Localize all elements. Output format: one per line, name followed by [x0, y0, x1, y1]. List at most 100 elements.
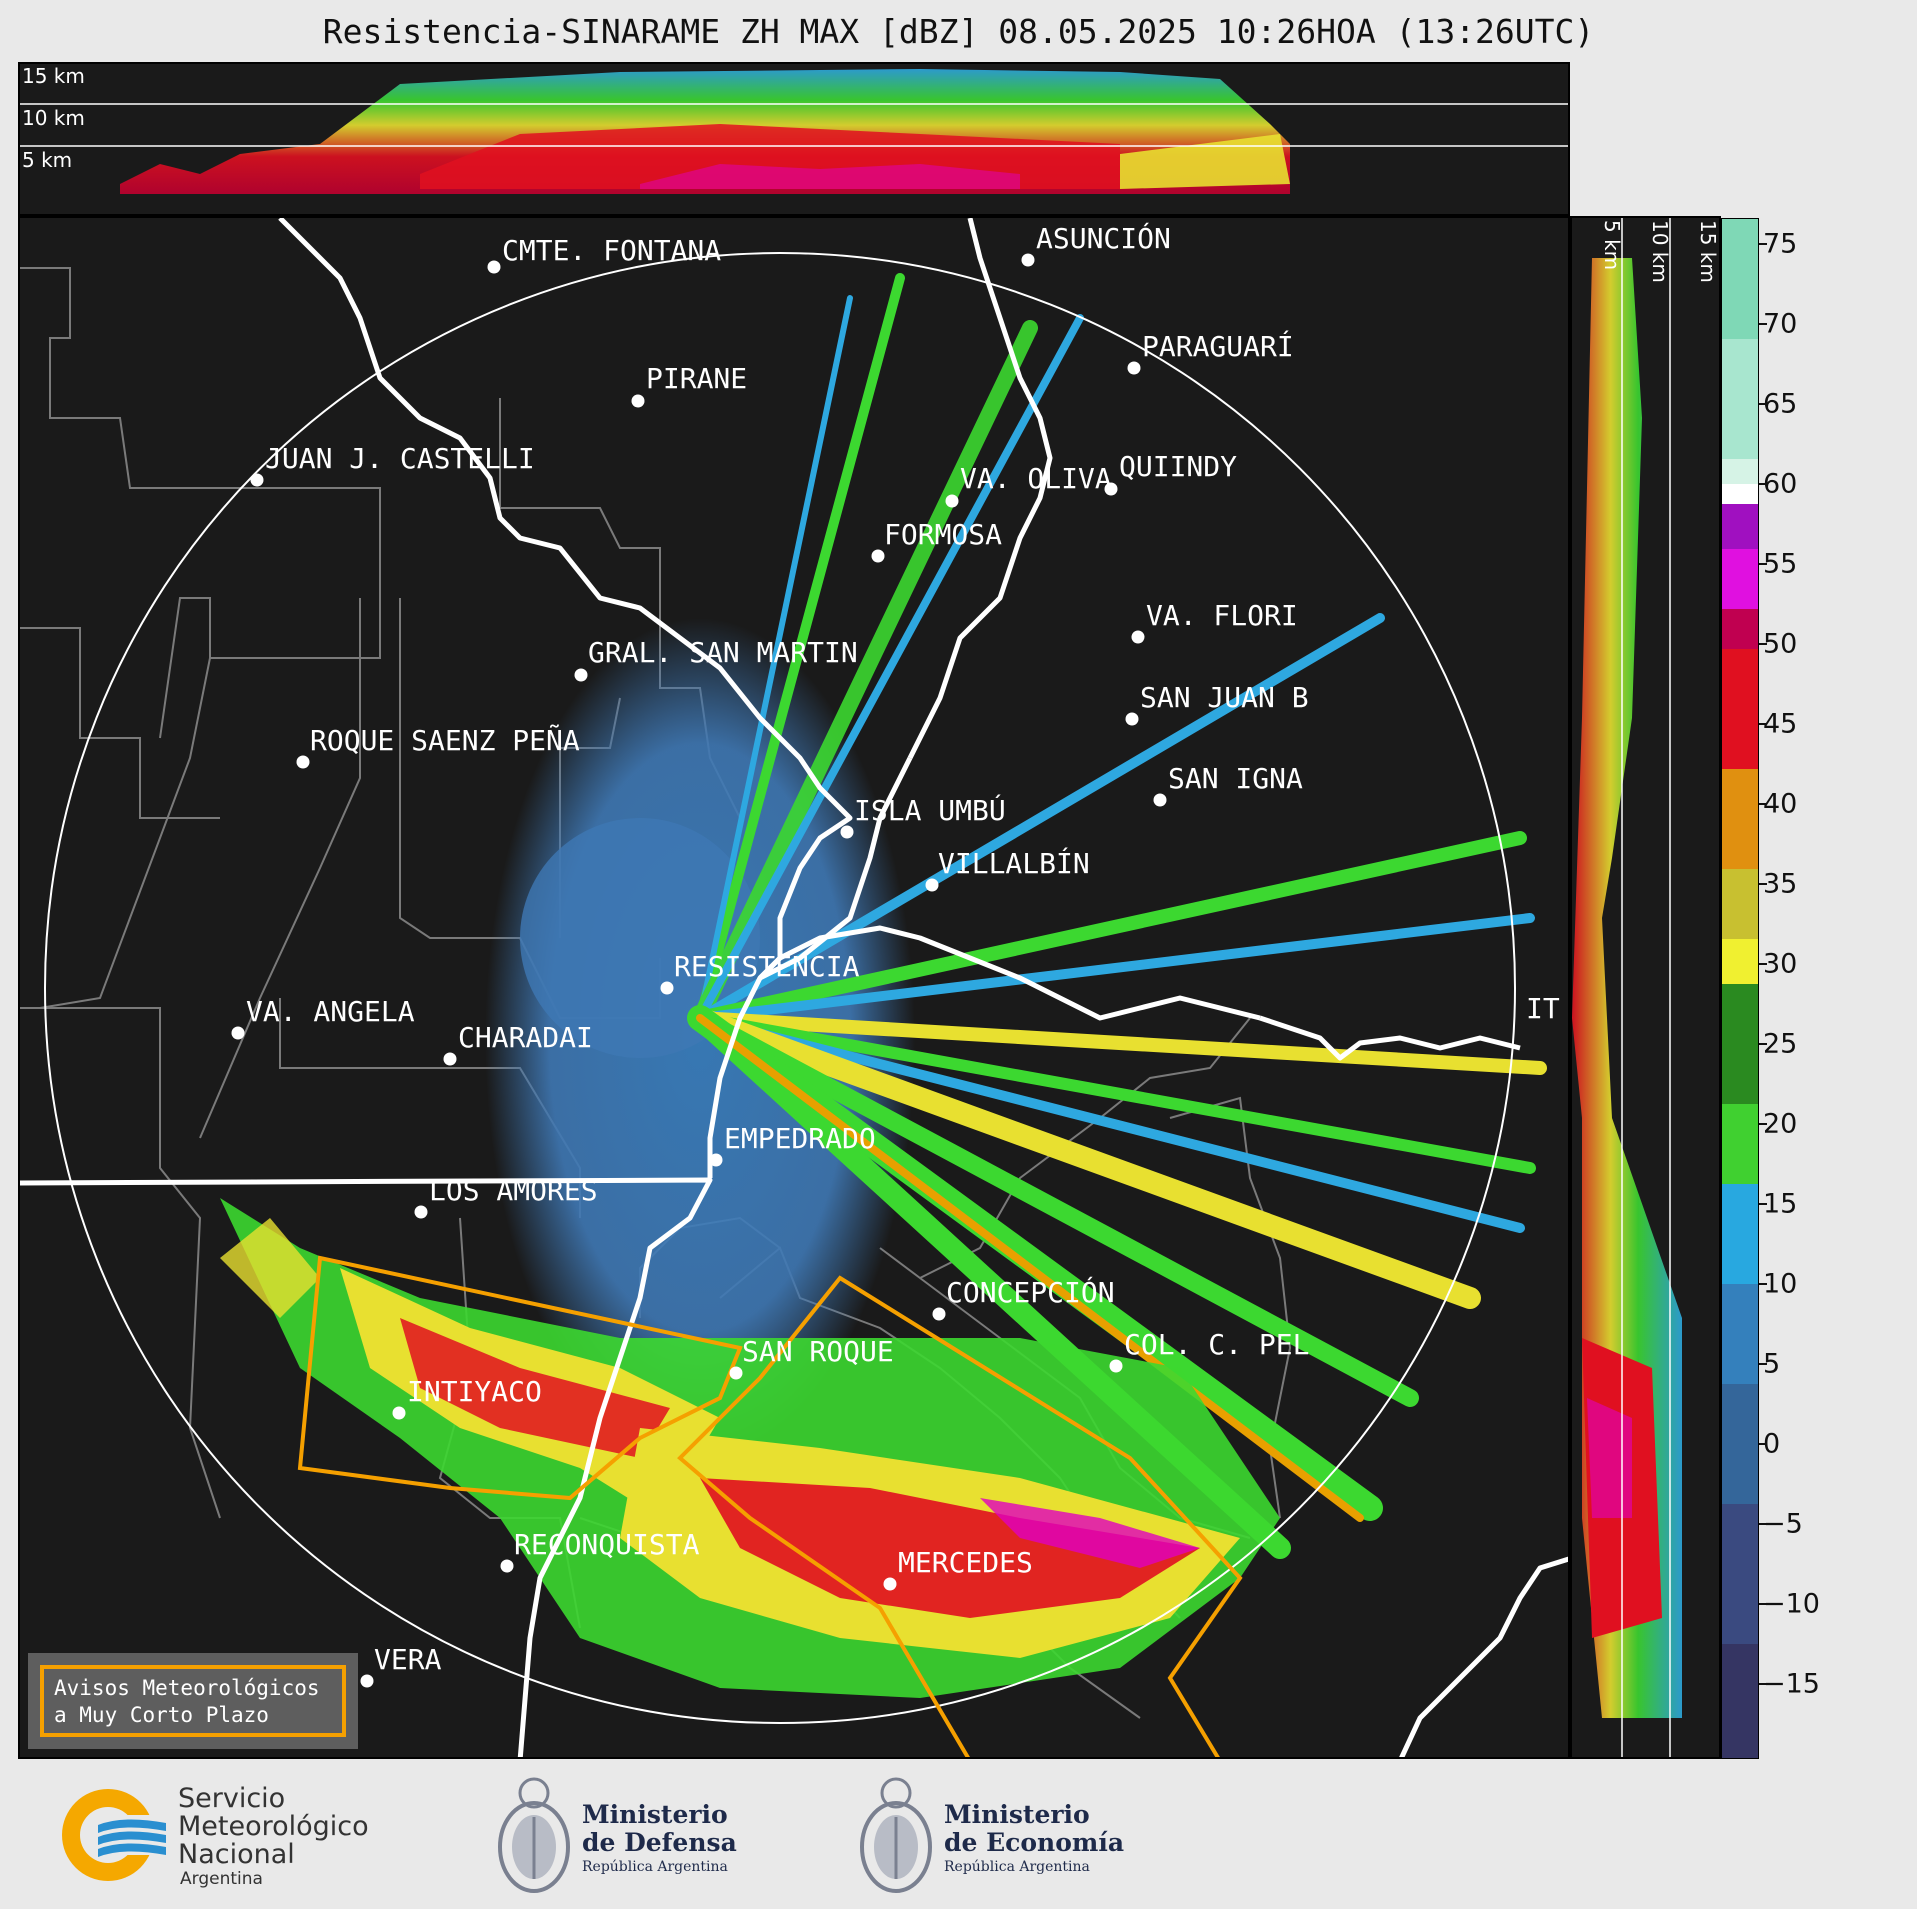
colorbar-tick-mark: [1759, 1123, 1767, 1125]
city-label: COL. C. PEL: [1124, 1328, 1310, 1361]
city-dot: [631, 394, 645, 408]
height-label-15km: 15 km: [22, 64, 85, 88]
country-borders: [20, 218, 1568, 1757]
city-dot: [1153, 793, 1167, 807]
colorbar-tick-label: 45: [1763, 708, 1798, 740]
colorbar-tick-label: 25: [1763, 1028, 1798, 1060]
colorbar-tick-label: 30: [1763, 948, 1798, 980]
city-dot: [709, 1153, 723, 1167]
colorbar: [1721, 218, 1759, 1759]
city-label: MERCEDES: [898, 1546, 1033, 1579]
city-dot: [871, 549, 885, 563]
height-label-15km-right: 15 km: [1696, 220, 1720, 283]
colorbar-tick-mark: [1759, 1523, 1767, 1525]
colorbar-tick-mark: [1759, 1043, 1767, 1045]
colorbar-tick-label: 10: [1763, 1268, 1798, 1300]
colorbar-tick-mark: [1759, 1603, 1767, 1605]
colorbar-tick-mark: [1759, 563, 1767, 565]
colorbar-tick-mark: [1759, 323, 1767, 325]
colorbar-tick-label: 5: [1763, 1348, 1781, 1380]
colorbar-tick-mark: [1759, 963, 1767, 965]
city-label: PIRANE: [646, 362, 748, 395]
city-dot: [660, 981, 674, 995]
vertical-cross-section-right: 5 km 10 km 15 km: [1570, 216, 1721, 1759]
city-label: GRAL. SAN MARTIN: [588, 636, 858, 669]
colorbar-tick-label: 50: [1763, 628, 1798, 660]
range-ring: [44, 252, 1516, 1724]
city-label: CHARADAI: [458, 1021, 593, 1054]
city-dot: [883, 1577, 897, 1591]
colorbar-tick-label: 55: [1763, 548, 1798, 580]
city-label: RECONQUISTA: [514, 1528, 700, 1561]
city-label: JUAN J. CASTELLI: [265, 442, 535, 475]
colorbar-tick-mark: [1759, 803, 1767, 805]
city-dot: [443, 1052, 457, 1066]
city-label: VA. ANGELA: [246, 995, 415, 1028]
height-label-5km-right: 5 km: [1600, 220, 1624, 271]
colorbar-tick-label: 65: [1763, 388, 1798, 420]
city-dot: [945, 494, 959, 508]
city-label: VILLALBÍN: [938, 847, 1090, 880]
colorbar-tick-mark: [1759, 1203, 1767, 1205]
city-label: INTIYACO: [407, 1375, 542, 1408]
city-dot: [574, 668, 588, 682]
city-dot: [296, 755, 310, 769]
city-dot: [487, 260, 501, 274]
city-label: VA. OLIVA: [960, 462, 1112, 495]
city-label: QUIINDY: [1119, 450, 1238, 483]
height-label-10km-right: 10 km: [1648, 220, 1672, 283]
radar-map: CMTE. FONTANA PIRANE JUAN J. CASTELLI VA…: [18, 216, 1570, 1759]
colorbar-tick-label: −5: [1763, 1508, 1803, 1540]
city-label: VERA: [374, 1643, 442, 1676]
warnings-legend[interactable]: Avisos Meteorológicos a Muy Corto Plazo: [28, 1653, 358, 1749]
height-label-10km: 10 km: [22, 106, 85, 130]
coat-of-arms-icon: [498, 1777, 570, 1893]
colorbar-tick-label: 20: [1763, 1108, 1798, 1140]
city-dot: [231, 1026, 245, 1040]
defensa-logo-text: Ministerio de Defensa República Argentin…: [582, 1800, 737, 1876]
colorbar-tick-mark: [1759, 1283, 1767, 1285]
colorbar-tick-label: −15: [1763, 1668, 1820, 1700]
colorbar-tick-label: 0: [1763, 1428, 1781, 1460]
city-label: CONCEPCIÓN: [946, 1276, 1115, 1309]
city-label: RESISTENCIA: [674, 950, 860, 983]
city-dot: [250, 473, 264, 487]
city-dot: [1104, 482, 1118, 496]
city-label: SAN IGNA: [1168, 762, 1303, 795]
city-label: ROQUE SAENZ PEÑA: [310, 724, 580, 757]
footer: Servicio Meteorológico Nacional Argentin…: [0, 1759, 1917, 1909]
city-label: ISLA UMBÚ: [854, 794, 1006, 827]
colorbar-tick-mark: [1759, 1683, 1767, 1685]
warning-polygons[interactable]: [297, 1255, 1243, 1759]
colorbar-tick-mark: [1759, 403, 1767, 405]
city-dot: [414, 1205, 428, 1219]
colorbar-tick-mark: [1759, 643, 1767, 645]
city-label: ASUNCIÓN: [1036, 222, 1171, 255]
city-label: IT: [1526, 992, 1560, 1025]
colorbar-tick-mark: [1759, 243, 1767, 245]
city-dot: [1021, 253, 1035, 267]
legend-line-2: a Muy Corto Plazo: [54, 1703, 269, 1727]
legend-line-1: Avisos Meteorológicos: [54, 1676, 320, 1700]
economia-logo-text: Ministerio de Economía República Argenti…: [944, 1800, 1125, 1876]
city-dot: [840, 825, 854, 839]
page-title: Resistencia-SINARAME ZH MAX [dBZ] 08.05.…: [322, 12, 1595, 51]
colorbar-tick-label: 75: [1763, 228, 1798, 260]
top-section-echo: [20, 69, 1568, 194]
colorbar-tick-mark: [1759, 723, 1767, 725]
city-dot: [1127, 361, 1141, 375]
city-dot: [392, 1406, 406, 1420]
city-label: CMTE. FONTANA: [502, 234, 722, 267]
colorbar-tick-mark: [1759, 1363, 1767, 1365]
colorbar-tick-mark: [1759, 483, 1767, 485]
smn-logo-text: Servicio Meteorológico Nacional Argentin…: [178, 1783, 369, 1890]
colorbar-tick-label: −10: [1763, 1588, 1820, 1620]
colorbar-tick-label: 15: [1763, 1188, 1798, 1220]
colorbar-tick-label: 35: [1763, 868, 1798, 900]
city-label: EMPEDRADO: [724, 1122, 876, 1155]
city-dot: [1125, 712, 1139, 726]
city-label: PARAGUARÍ: [1142, 330, 1294, 363]
echo-spokes: [687, 273, 1547, 1559]
city-dot: [729, 1366, 743, 1380]
smn-logo-icon: [62, 1789, 168, 1881]
